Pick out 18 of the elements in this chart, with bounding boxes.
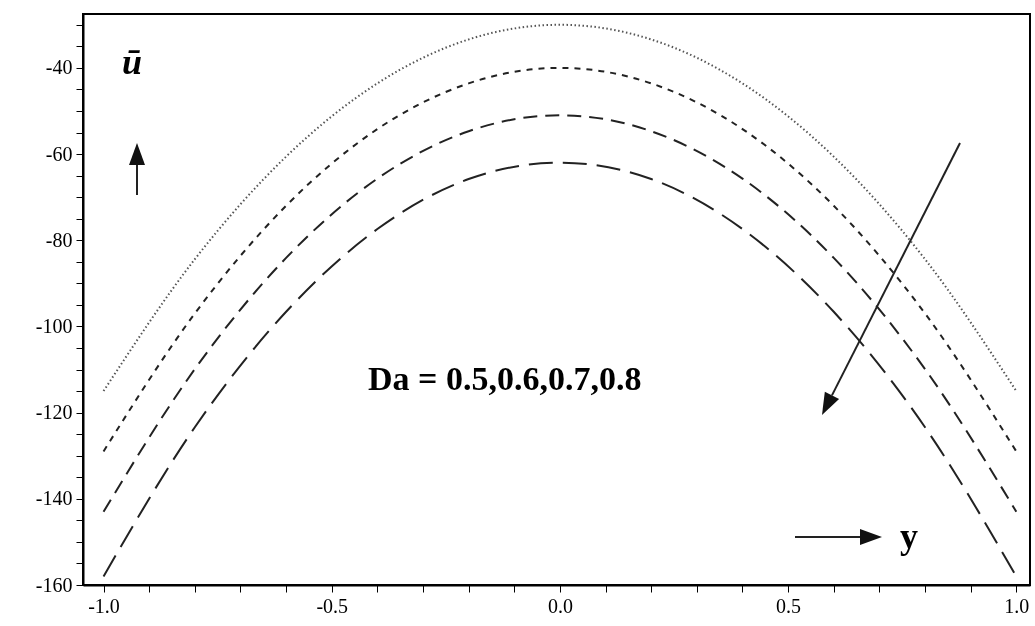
y-tick-label: -60	[45, 142, 73, 165]
annotation: Da = 0.5,0.6,0.7,0.8	[368, 360, 642, 397]
y-axis-title: ū	[122, 42, 143, 82]
x-tick-label: -1.0	[88, 594, 120, 617]
x-tick-label: 1.0	[1004, 594, 1030, 617]
x-axis-title: y	[900, 516, 918, 556]
y-tick-label: -120	[35, 401, 73, 424]
line-series	[102, 161, 1018, 578]
line-series	[102, 23, 1018, 393]
x-tick-label: -0.5	[316, 594, 349, 617]
y-tick-label: -40	[45, 56, 73, 79]
line-series	[102, 114, 1018, 513]
y-tick-label: -160	[35, 573, 73, 596]
y-tick-label: -100	[35, 314, 73, 337]
y-tick-label: -80	[45, 228, 73, 251]
y-tick-label: -140	[35, 487, 73, 510]
x-tick-label: 0.0	[547, 594, 573, 617]
x-tick-label: 0.5	[776, 594, 802, 617]
